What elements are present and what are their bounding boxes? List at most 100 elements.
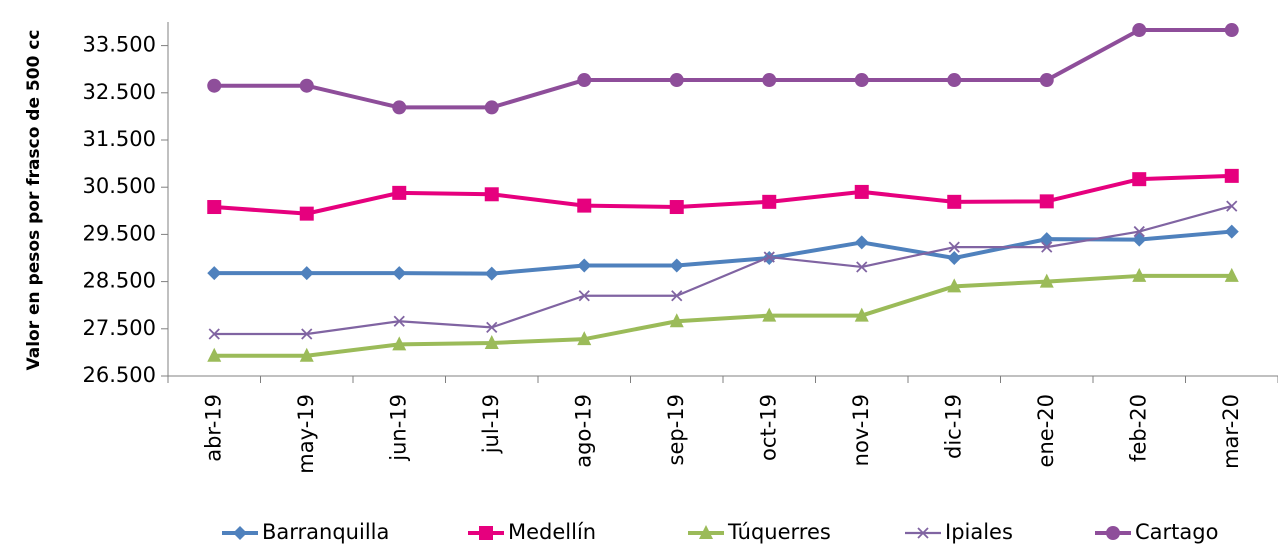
marker-stroke xyxy=(1133,225,1145,238)
data-point-medellin xyxy=(947,194,962,209)
data-point-ipiales xyxy=(948,241,960,253)
x-tick-label: dic-19 xyxy=(941,394,965,459)
marker-stroke xyxy=(1226,200,1238,212)
x-tick-label: nov-19 xyxy=(849,394,873,466)
data-point-barranquilla xyxy=(1224,224,1239,239)
data-point-medellin xyxy=(299,206,314,221)
marker-stroke xyxy=(917,527,929,539)
legend-marker xyxy=(479,526,493,540)
series-tuquerres xyxy=(207,267,1239,362)
y-tick-label: 26.500 xyxy=(83,363,156,387)
series-line-tuquerres xyxy=(212,273,1234,358)
x-tick-label: feb-20 xyxy=(1126,394,1150,462)
data-point-tuquerres xyxy=(669,313,684,328)
data-point-cartago xyxy=(577,73,592,88)
legend-label: Barranquilla xyxy=(262,520,389,544)
x-tick-label: sep-19 xyxy=(664,394,688,466)
y-tick-label: 28.500 xyxy=(83,269,156,293)
series-medellin xyxy=(207,168,1239,221)
data-point-medellin xyxy=(207,200,222,215)
data-point-ipiales xyxy=(671,290,683,302)
data-point-cartago xyxy=(207,78,222,93)
y-axis-label: Valor en pesos por frasco de 500 cc xyxy=(24,30,44,371)
data-point-cartago xyxy=(1132,23,1147,38)
series-barranquilla xyxy=(207,224,1239,281)
x-tick-label: oct-19 xyxy=(756,394,780,461)
data-point-tuquerres xyxy=(299,347,314,362)
y-tick-label: 30.500 xyxy=(83,174,156,198)
y-axis-title: Valor en pesos por frasco de 500 cc xyxy=(24,30,44,371)
data-point-ipiales xyxy=(763,251,775,263)
data-point-barranquilla xyxy=(207,266,222,281)
data-point-barranquilla xyxy=(1039,232,1054,247)
legend-marker xyxy=(917,527,929,539)
data-point-medellin xyxy=(762,194,777,209)
data-point-cartago xyxy=(484,100,499,115)
data-point-ipiales xyxy=(393,315,405,327)
y-ticks: 26.500 27.500 28.500 29.500 30.500 31.500 32.5… xyxy=(83,33,168,387)
data-point-cartago xyxy=(947,73,962,88)
legend-label: Ipiales xyxy=(945,520,1013,544)
series-line-barranquilla xyxy=(212,229,1234,276)
data-point-barranquilla xyxy=(577,258,592,273)
data-point-cartago xyxy=(1224,23,1239,38)
y-tick-label: 27.500 xyxy=(83,316,156,340)
data-point-medellin xyxy=(1132,172,1147,187)
data-point-cartago xyxy=(392,100,407,115)
data-point-cartago xyxy=(669,73,684,88)
x-tick-label: may-19 xyxy=(294,394,318,474)
legend-label: Cartago xyxy=(1135,520,1218,544)
series-cartago xyxy=(207,23,1239,115)
legend-item-barranquilla: Barranquilla xyxy=(222,520,389,544)
data-point-medellin xyxy=(392,185,407,200)
series-ipiales xyxy=(208,200,1238,340)
data-point-tuquerres xyxy=(484,334,499,349)
marker-stroke xyxy=(393,315,405,327)
data-point-medellin xyxy=(669,200,684,215)
data-point-tuquerres xyxy=(1039,273,1054,288)
data-point-medellin xyxy=(854,184,869,199)
x-ticks: abr-19 may-19 jun-19 jul-19 ago-19 sep-19 oct-… xyxy=(167,376,1278,474)
y-tick-label: 33.500 xyxy=(83,33,156,57)
data-point-barranquilla xyxy=(669,258,684,273)
data-point-barranquilla xyxy=(947,251,962,265)
legend-item-ipiales: Ipiales xyxy=(905,520,1013,544)
x-tick-label: abr-19 xyxy=(201,394,225,462)
data-point-tuquerres xyxy=(854,307,869,322)
data-point-medellin xyxy=(577,198,592,213)
x-tick-label: mar-20 xyxy=(1219,394,1243,469)
data-point-ipiales xyxy=(208,328,220,340)
data-point-tuquerres xyxy=(1132,267,1147,282)
x-tick-label: jul-19 xyxy=(479,394,503,454)
legend-item-cartago: Cartago xyxy=(1095,520,1218,544)
data-point-barranquilla xyxy=(392,266,407,281)
data-point-medellin xyxy=(1039,194,1054,209)
legend-label: Medellín xyxy=(508,520,596,544)
data-point-ipiales xyxy=(856,261,868,273)
data-point-cartago xyxy=(762,73,777,88)
data-point-barranquilla xyxy=(299,266,314,281)
x-tick-label: ene-20 xyxy=(1034,394,1058,467)
series-line-medellin xyxy=(212,173,1234,216)
legend-item-medellin: Medellín xyxy=(468,520,596,544)
marker-stroke xyxy=(763,251,775,263)
axes xyxy=(167,22,1278,377)
data-point-cartago xyxy=(854,73,869,88)
legend-label: Túquerres xyxy=(727,520,831,544)
marker-stroke xyxy=(208,328,220,340)
legend: Barranquilla Medellín Túquerres Ipiales Cart… xyxy=(222,520,1218,544)
data-point-ipiales xyxy=(301,328,313,340)
data-point-medellin xyxy=(484,187,499,202)
data-point-cartago xyxy=(1039,73,1054,88)
data-point-barranquilla xyxy=(854,235,869,250)
data-point-tuquerres xyxy=(392,336,407,351)
data-point-tuquerres xyxy=(577,331,592,346)
data-point-ipiales xyxy=(578,290,590,302)
data-point-ipiales xyxy=(1226,200,1238,212)
series-line-cartago xyxy=(212,28,1234,110)
data-point-ipiales xyxy=(486,321,498,334)
x-tick-label: ago-19 xyxy=(571,394,595,468)
data-point-tuquerres xyxy=(1224,267,1239,282)
data-point-tuquerres xyxy=(762,307,777,322)
series-line-ipiales xyxy=(213,204,1233,336)
